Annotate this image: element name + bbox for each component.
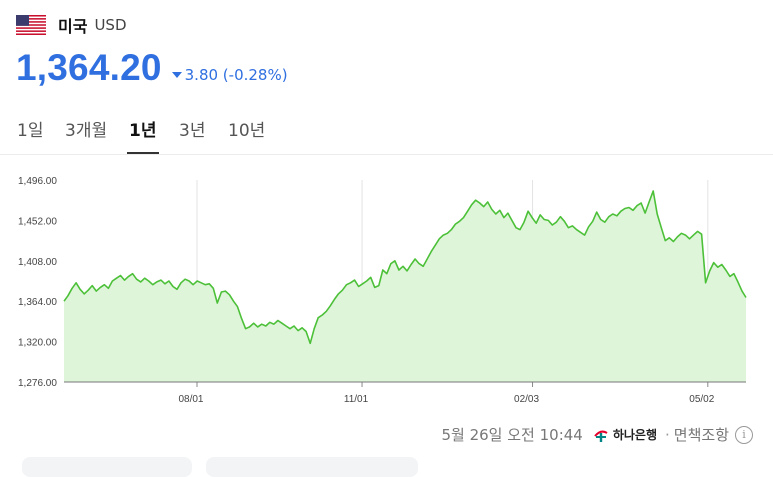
tab-1d[interactable]: 1일 [17,121,44,141]
y-tick-label: 1,452.00 [18,216,57,227]
rate-footer: 5월 26일 오전 10:44 하나은행 · 면책조항 i [441,424,753,445]
info-icon[interactable]: i [735,425,753,444]
y-tick-label: 1,408.00 [18,257,57,268]
y-tick-label: 1,496.00 [18,176,57,187]
price-row: 1,364.20 3.80 (-0.28%) [16,48,288,88]
active-tab-indicator [127,152,159,154]
chart-axes: 08/01 11/01 02/03 05/02 1,496.00 1,452.00 1,40… [18,176,746,405]
separator-dot: · [665,425,670,444]
disclaimer-link[interactable]: 면책조항 [673,426,729,444]
update-timestamp: 5월 26일 오전 10:44 [441,426,583,444]
period-tabs: 1일 3개월 1년 3년 10년 [0,110,773,155]
exchange-rate-chart[interactable]: 08/01 11/01 02/03 05/02 1,496.00 1,452.00 1,40… [0,160,773,410]
hana-bank-mark-icon [594,430,608,442]
x-tick-label: 08/01 [178,394,203,405]
x-tick-label: 11/01 [344,394,369,405]
us-flag-icon [16,15,46,35]
x-tick-label: 05/02 [689,394,714,405]
y-tick-label: 1,276.00 [18,378,57,389]
y-tick-label: 1,320.00 [18,338,57,349]
currency-code: USD [94,16,127,34]
current-rate: 1,364.20 [16,47,162,88]
tab-3y[interactable]: 3년 [179,121,206,141]
rate-change-text: 3.80 (-0.28%) [184,66,288,84]
bank-name: 하나은행 [612,428,658,442]
rate-line [63,190,747,345]
bottom-card-2[interactable] [206,457,418,477]
tab-3m[interactable]: 3개월 [65,121,108,141]
bottom-card-1[interactable] [22,457,192,477]
rate-area-fill [64,191,746,382]
triangle-down-icon [171,72,182,78]
country-name: 미국 [58,17,88,36]
rate-change: 3.80 (-0.28%) [171,66,288,84]
x-tick-label: 02/03 [514,394,539,405]
hana-bank-logo-icon [593,427,609,443]
tab-10y[interactable]: 10년 [228,121,266,141]
currency-header: 미국 USD [16,12,127,38]
tab-1y[interactable]: 1년 [129,121,157,141]
y-tick-label: 1,364.00 [18,297,57,308]
